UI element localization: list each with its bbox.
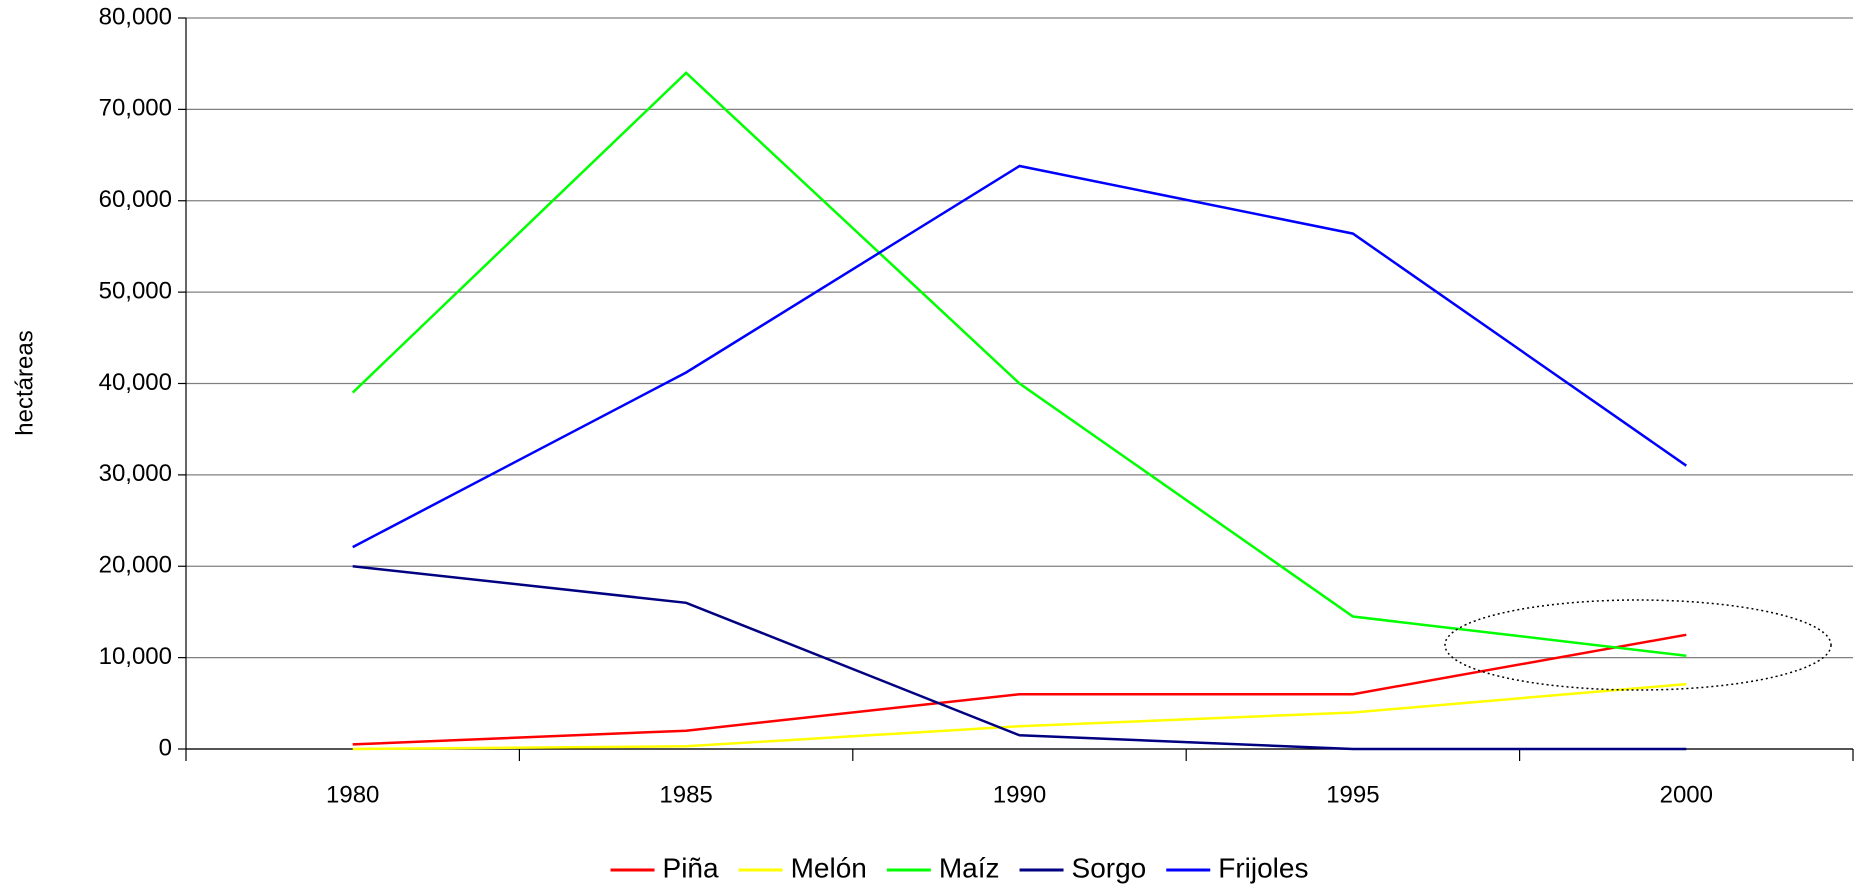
grid: 0 10,000 20,000 30,000 40,000 50,000 60,000 70,… [99,3,1854,808]
y-tick-label: 70,000 [99,95,172,122]
series-line [352,633,1687,746]
y-tick-label: 10,000 [99,643,172,670]
legend-label: Frijoles [1218,852,1308,883]
y-axis-title: hectáreas [11,330,38,435]
y-tick-label: 30,000 [99,460,172,487]
plot [351,71,1688,751]
series-line [352,164,1688,549]
legend-item: Piña [610,852,719,883]
legend-item: Frijoles [1166,852,1308,883]
series-line [352,565,1687,751]
series-line [351,71,1687,658]
annotation-ellipse [1444,599,1832,691]
legend: Piña Melón Maíz Sorgo Frijoles [610,852,1308,883]
y-tick-label: 80,000 [99,3,172,30]
legend-label: Maíz [939,852,1000,883]
series-line [352,682,1687,751]
x-tick-label: 1980 [326,781,379,808]
y-tick-label: 60,000 [99,186,172,213]
y-tick-label: 50,000 [99,277,172,304]
x-tick-label: 1995 [1326,781,1379,808]
x-tick-label: 1990 [993,781,1046,808]
legend-label: Sorgo [1072,852,1147,883]
legend-label: Melón [791,852,867,883]
legend-label: Piña [663,852,719,883]
legend-item: Maíz [886,852,1000,883]
y-tick-label: 20,000 [99,552,172,579]
x-tick-label: 2000 [1660,781,1713,808]
y-tick-label: 0 [159,734,172,761]
legend-item: Sorgo [1019,852,1147,883]
legend-item: Melón [738,852,867,883]
x-tick-label: 1985 [659,781,712,808]
y-tick-label: 40,000 [99,369,172,396]
